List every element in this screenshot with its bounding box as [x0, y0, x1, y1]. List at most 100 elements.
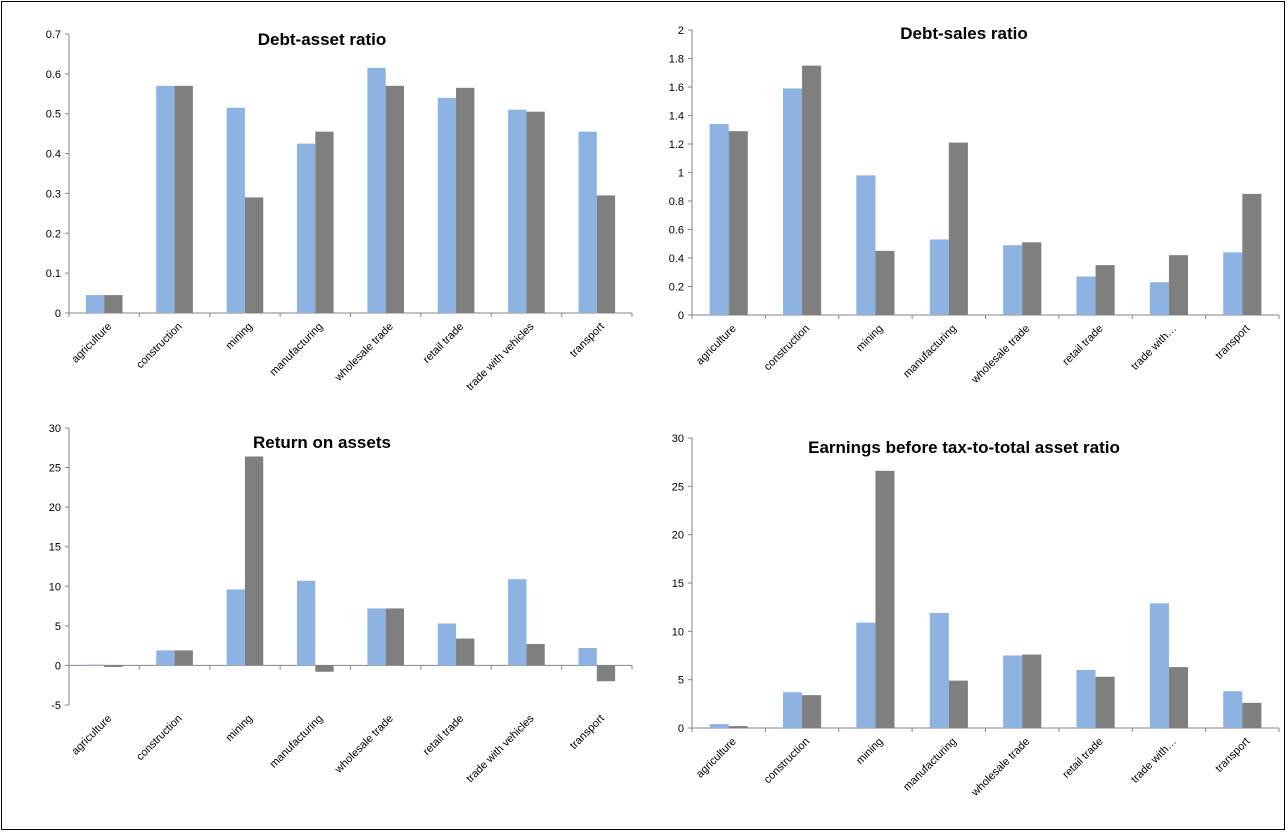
y-tick-label: 30: [672, 433, 684, 445]
bar-series-2: [1022, 654, 1042, 728]
bar-series-1: [782, 88, 803, 315]
bar-series-1: [782, 692, 803, 728]
y-tick-label: 0.4: [669, 253, 684, 265]
y-tick-label: 0.5: [46, 109, 61, 121]
x-tick-label: transport: [1213, 736, 1252, 775]
y-tick-label: 15: [672, 578, 684, 590]
bar-series-2: [244, 197, 264, 313]
x-tick-label: mining: [224, 321, 255, 352]
bar-series-1: [226, 107, 245, 313]
bar-series-2: [526, 111, 545, 313]
bar-series-1: [929, 612, 949, 728]
debt-sales-chart: Debt-sales ratio 0 0.2 0.4 0.6 0.8 1 1.2 1.4 1.6…: [642, 2, 1286, 412]
bar-series-2: [1095, 265, 1115, 315]
earnings-before-tax-plot: 0 5 10 15 20 25 30 agriculture construction minin…: [672, 433, 1280, 800]
y-tick-label: 0.2: [669, 282, 684, 294]
bar-series-2: [948, 142, 968, 315]
y-tick-label: 0.1: [46, 268, 61, 280]
x-tick-label: manufacturing: [268, 321, 326, 379]
bar-series-1: [85, 664, 105, 666]
x-tick-label: retail trade: [1060, 736, 1105, 781]
x-tick-label: transport: [568, 713, 607, 752]
y-tick-label: 1: [678, 168, 684, 180]
y-tick-label: 5: [678, 675, 684, 687]
bar-series-1: [156, 650, 175, 666]
bar-series-1: [437, 623, 457, 666]
bar-series-1: [226, 589, 245, 666]
earnings-before-tax-chart: Earnings before tax-to-total asset ratio…: [642, 417, 1286, 827]
bar-series-2: [596, 665, 616, 682]
x-tick-label: wholesale trade: [332, 713, 396, 777]
bar-series-1: [1076, 670, 1096, 728]
bar-series-2: [1242, 193, 1262, 315]
debt-asset-plot: 0 0.1 0.2 0.3 0.4 0.5 0.6 0.7 agriculture constru…: [46, 29, 633, 393]
y-tick-label: 1.4: [669, 111, 684, 123]
bar-series-2: [1168, 255, 1189, 315]
bar-series-2: [728, 726, 748, 728]
x-tick-label: mining: [854, 323, 885, 354]
x-tick-label: trade with…: [1129, 323, 1179, 373]
y-tick-label: 0: [55, 660, 61, 672]
bar-series-2: [244, 456, 264, 666]
y-tick-label: 25: [49, 463, 61, 475]
bar-series-1: [508, 579, 527, 666]
bar-series-2: [456, 638, 475, 666]
bar-series-1: [85, 295, 105, 313]
chart-title: Return on assets: [253, 433, 391, 452]
y-tick-label: -5: [51, 700, 61, 712]
bar-series-1: [437, 97, 457, 314]
bar-series-1: [856, 622, 876, 728]
bar-series-2: [802, 65, 822, 315]
bar-series-2: [526, 644, 545, 666]
bar-series-1: [929, 239, 949, 315]
x-tick-label: construction: [134, 713, 184, 763]
x-tick-label: wholesale trade: [969, 736, 1033, 800]
chart-title: Earnings before tax-to-total asset ratio: [808, 438, 1120, 457]
x-tick-label: trade with…: [1129, 736, 1179, 786]
bar-series-1: [1223, 252, 1243, 315]
y-tick-label: 25: [672, 481, 684, 493]
x-tick-label: manufacturing: [901, 323, 959, 381]
bar-series-2: [385, 85, 404, 313]
bar-series-1: [1223, 691, 1243, 728]
bar-series-1: [578, 648, 597, 666]
x-tick-label: transport: [568, 321, 607, 360]
bar-series-2: [104, 295, 123, 313]
bar-series-1: [508, 109, 527, 313]
y-tick-label: 20: [672, 530, 684, 542]
y-tick-label: 15: [49, 542, 61, 554]
y-tick-label: 0.7: [46, 29, 61, 41]
chart-title: Debt-sales ratio: [900, 24, 1028, 43]
y-tick-label: 20: [49, 502, 61, 514]
y-tick-label: 0.6: [669, 225, 684, 237]
x-tick-label: wholesale trade: [332, 321, 396, 385]
bar-series-2: [875, 470, 895, 728]
bar-series-1: [297, 143, 316, 313]
y-tick-label: 0: [678, 723, 684, 735]
x-tick-label: manufacturing: [901, 736, 959, 794]
bar-series-2: [104, 665, 123, 668]
x-tick-label: retail trade: [421, 321, 466, 366]
bar-series-2: [174, 650, 193, 666]
debt-asset-chart: Debt-asset ratio 0 0.1 0.2 0.3 0.4 0.5 0.6 0.7 a…: [2, 2, 642, 412]
y-tick-label: 1.8: [669, 54, 684, 66]
bar-series-2: [1168, 667, 1189, 728]
x-tick-label: wholesale trade: [969, 323, 1033, 387]
bar-series-2: [948, 680, 968, 728]
bar-series-1: [1003, 655, 1023, 728]
x-tick-label: agriculture: [694, 736, 739, 781]
return-on-assets-chart: Return on assets -5 0 5 10 15 20 25 30 agricultu…: [2, 417, 642, 827]
y-tick-label: 2: [678, 25, 684, 37]
bar-series-2: [174, 85, 193, 313]
bar-series-2: [596, 195, 616, 313]
y-tick-label: 0: [678, 310, 684, 322]
bar-series-1: [1149, 603, 1169, 728]
x-tick-label: construction: [134, 321, 184, 371]
bar-series-1: [1076, 276, 1096, 315]
bar-series-1: [1149, 282, 1169, 315]
bar-series-1: [156, 85, 175, 313]
bar-series-1: [856, 175, 876, 315]
bar-series-1: [709, 724, 729, 728]
bar-series-1: [709, 124, 729, 315]
